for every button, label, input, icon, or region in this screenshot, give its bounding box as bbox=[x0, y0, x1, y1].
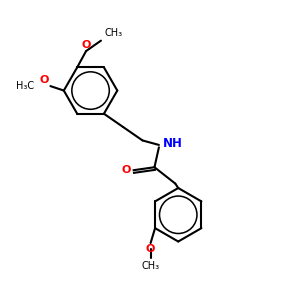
Text: O: O bbox=[121, 165, 131, 175]
Text: H₃C: H₃C bbox=[16, 81, 34, 91]
Text: NH: NH bbox=[163, 137, 182, 150]
Text: CH₃: CH₃ bbox=[104, 28, 123, 38]
Text: O: O bbox=[146, 244, 155, 254]
Text: CH₃: CH₃ bbox=[142, 261, 160, 271]
Text: O: O bbox=[40, 75, 49, 85]
Text: O: O bbox=[81, 40, 91, 50]
